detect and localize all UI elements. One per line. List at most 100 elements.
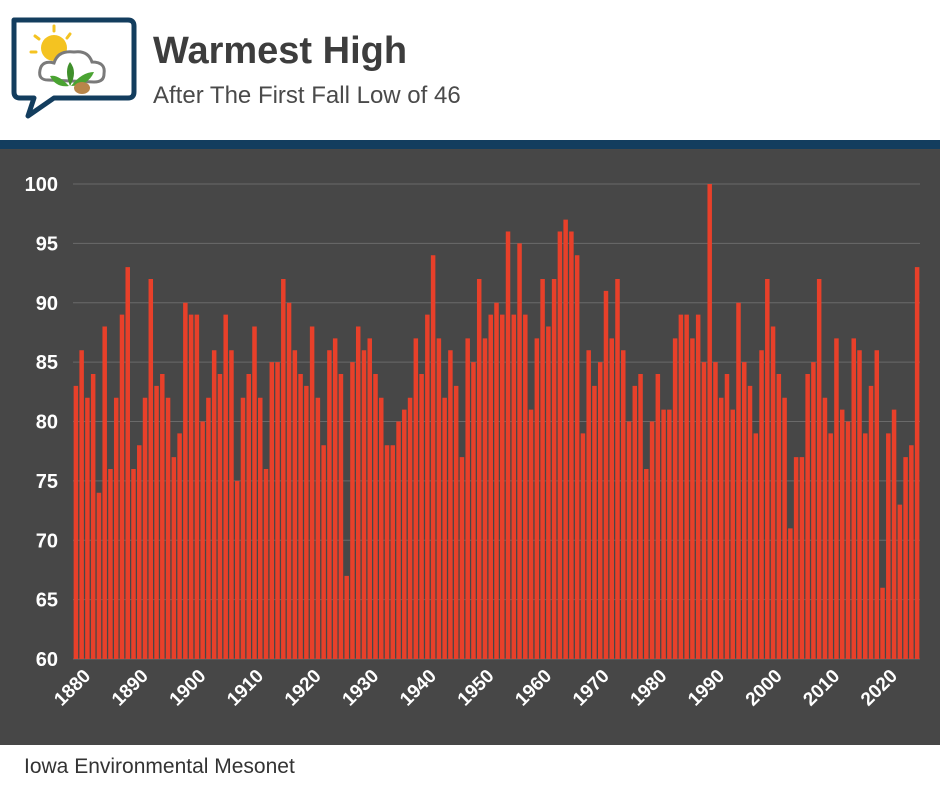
bar-1883 <box>96 492 102 659</box>
x-axis-ticks: 1880 1890 1900 1910 1920 1930 1940 1950 1960 1970… <box>50 666 901 711</box>
bar-1921 <box>315 397 321 659</box>
bar-1904 <box>217 374 223 659</box>
bar-1997 <box>753 433 759 659</box>
bar-2015 <box>857 350 862 659</box>
y-tick-label: 80 <box>36 412 58 434</box>
bar-1915 <box>281 279 286 659</box>
x-tick-label: 2020 <box>857 666 902 711</box>
bar-1910 <box>252 326 257 659</box>
bar-1909 <box>246 374 251 659</box>
bar-1896 <box>171 457 177 659</box>
bar-1983 <box>672 338 678 659</box>
header-divider <box>0 140 940 149</box>
bar-1981 <box>661 409 666 659</box>
bar-1948 <box>471 362 476 659</box>
bar-1938 <box>413 338 419 659</box>
y-axis-ticks: 60 65 70 75 80 85 90 95 100 <box>25 174 58 671</box>
bar-1886 <box>113 397 119 659</box>
bar-1914 <box>275 362 280 659</box>
bar-1930 <box>367 338 372 659</box>
bar-1926 <box>344 575 349 659</box>
bar-1995 <box>742 362 747 659</box>
chart-panel: 60 65 70 75 80 85 90 95 100 1880 1890 1900 1910 1920… <box>0 149 940 745</box>
bar-1924 <box>332 338 338 659</box>
bar-1946 <box>459 457 465 659</box>
bar-1967 <box>580 433 586 659</box>
bar-2013 <box>845 421 851 659</box>
bar-1952 <box>494 302 499 659</box>
bar-1911 <box>258 397 263 659</box>
bar-1987 <box>695 314 701 659</box>
bar-1932 <box>379 397 384 659</box>
bar-1934 <box>390 445 396 659</box>
bar-1885 <box>108 469 113 659</box>
bar-1890 <box>137 445 142 659</box>
y-tick-label: 70 <box>36 530 58 552</box>
x-tick-label: 1910 <box>223 666 268 711</box>
bar-1918 <box>298 374 303 659</box>
bar-1936 <box>402 409 407 659</box>
bar-2008 <box>816 279 822 659</box>
bar-1949 <box>476 279 482 659</box>
bar-2004 <box>793 457 799 659</box>
bar-1898 <box>183 302 188 659</box>
bar-2000 <box>770 326 776 659</box>
bar-1931 <box>373 374 378 659</box>
bar-2010 <box>828 433 833 659</box>
x-tick-label: 1900 <box>166 666 211 711</box>
bar-1900 <box>194 314 200 659</box>
bar-1961 <box>546 326 551 659</box>
bar-1879 <box>73 385 79 659</box>
bar-1966 <box>574 255 580 659</box>
bar-1880 <box>79 350 84 659</box>
bar-1962 <box>551 279 557 659</box>
bar-1974 <box>621 350 626 659</box>
bar-1906 <box>229 350 234 659</box>
y-tick-label: 100 <box>25 174 58 196</box>
x-tick-label: 1930 <box>339 666 384 711</box>
bar-1944 <box>448 350 453 659</box>
bar-2018 <box>874 350 880 659</box>
bar-1908 <box>240 397 246 659</box>
bar-1975 <box>626 421 632 659</box>
bar-2005 <box>799 457 805 659</box>
bar-2022 <box>897 504 903 659</box>
page-title: Warmest High <box>153 30 408 72</box>
bars <box>73 184 920 659</box>
header: Warmest High After The First Fall Low of… <box>0 0 940 140</box>
footer-credit: Iowa Environmental Mesonet <box>24 755 295 778</box>
bar-2012 <box>839 409 845 659</box>
bar-1933 <box>384 445 390 659</box>
bar-1892 <box>148 279 154 659</box>
bar-1925 <box>338 374 344 659</box>
bar-2002 <box>782 397 787 659</box>
bar-1968 <box>586 350 591 659</box>
bar-1947 <box>465 338 470 659</box>
x-tick-label: 2010 <box>799 666 844 711</box>
bar-1894 <box>160 374 165 659</box>
bar-1977 <box>638 374 643 659</box>
bar-2021 <box>891 409 897 659</box>
bar-1972 <box>609 338 614 659</box>
bar-1903 <box>211 350 217 659</box>
bar-1988 <box>701 362 707 659</box>
bar-2014 <box>851 338 856 659</box>
bar-1970 <box>597 362 603 659</box>
bar-1897 <box>177 433 182 659</box>
bar-2003 <box>788 528 793 659</box>
bar-1973 <box>615 279 620 659</box>
bar-1978 <box>644 469 649 659</box>
x-tick-label: 1940 <box>396 666 441 711</box>
bar-chart: 60 65 70 75 80 85 90 95 100 1880 1890 1900 1910 1920… <box>25 174 920 711</box>
bar-1989 <box>707 184 712 659</box>
bar-1943 <box>442 397 447 659</box>
y-tick-label: 95 <box>36 233 58 255</box>
bar-1953 <box>500 314 505 659</box>
bar-1927 <box>350 362 355 659</box>
bar-1902 <box>206 397 211 659</box>
bar-1939 <box>419 374 424 659</box>
bar-1969 <box>592 385 597 659</box>
bar-2016 <box>863 433 868 659</box>
bar-1882 <box>90 374 96 659</box>
bar-1887 <box>119 314 125 659</box>
